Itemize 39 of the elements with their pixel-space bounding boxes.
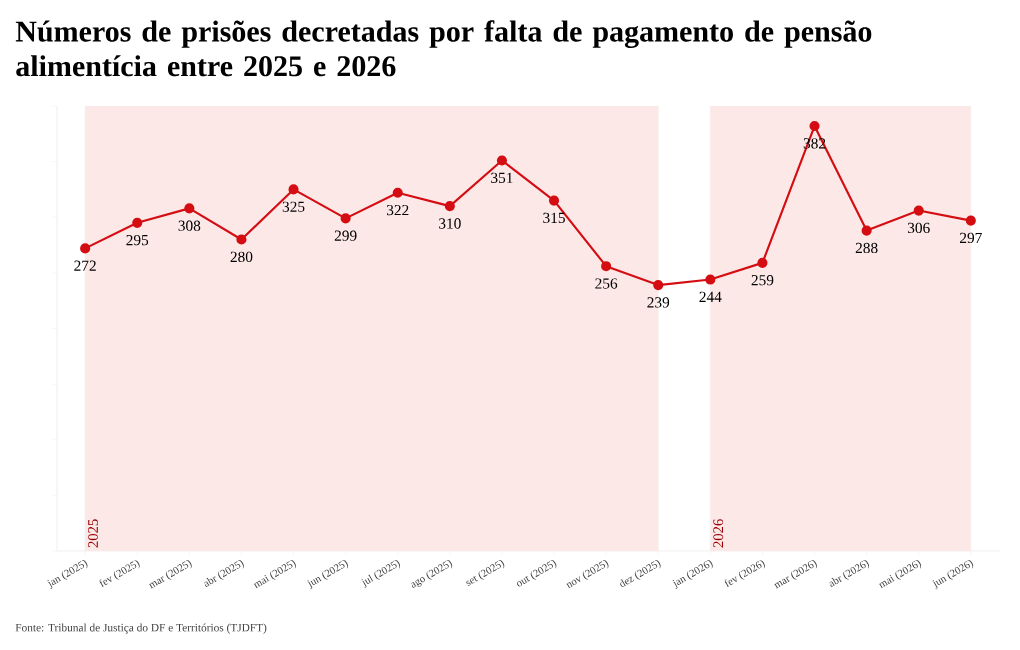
point	[80, 243, 91, 254]
data-label: 322	[386, 204, 409, 216]
source-note: Fonte: Tribunal de Justiça do DF e Territórios (TJDFT)	[15, 623, 267, 634]
point	[444, 201, 455, 212]
data-label: 308	[178, 220, 201, 231]
point	[236, 234, 247, 245]
point	[809, 120, 820, 132]
band-label: 2026	[713, 519, 724, 548]
point	[340, 213, 351, 224]
band-label: 2025	[88, 519, 98, 548]
point	[132, 217, 143, 228]
data-label: 325	[282, 201, 305, 212]
data-label: 239	[647, 297, 670, 308]
point	[653, 280, 664, 291]
point	[548, 195, 560, 206]
data-label: 259	[751, 275, 774, 286]
point	[496, 155, 508, 166]
point	[392, 187, 403, 198]
point	[601, 261, 612, 272]
point	[965, 215, 976, 226]
data-label: 306	[907, 222, 930, 234]
point	[184, 203, 195, 214]
point	[705, 274, 716, 285]
data-label: 272	[74, 260, 96, 271]
point	[913, 205, 924, 216]
data-label: 280	[230, 251, 253, 263]
point	[288, 184, 299, 195]
data-label: 351	[491, 172, 513, 183]
point	[861, 225, 872, 236]
data-label: 310	[439, 218, 461, 229]
chart-title: Números de prisões decretadas por falta de pagamento de pensão alimentícia entre 2025 e 2026	[15, 20, 872, 77]
data-label: 315	[543, 212, 565, 224]
data-label: 256	[595, 278, 618, 289]
data-label: 244	[699, 291, 722, 302]
data-label: 288	[855, 242, 878, 254]
data-label: 297	[960, 232, 982, 244]
data-label: 295	[126, 235, 149, 246]
point	[757, 257, 768, 268]
data-label: 299	[334, 230, 357, 241]
